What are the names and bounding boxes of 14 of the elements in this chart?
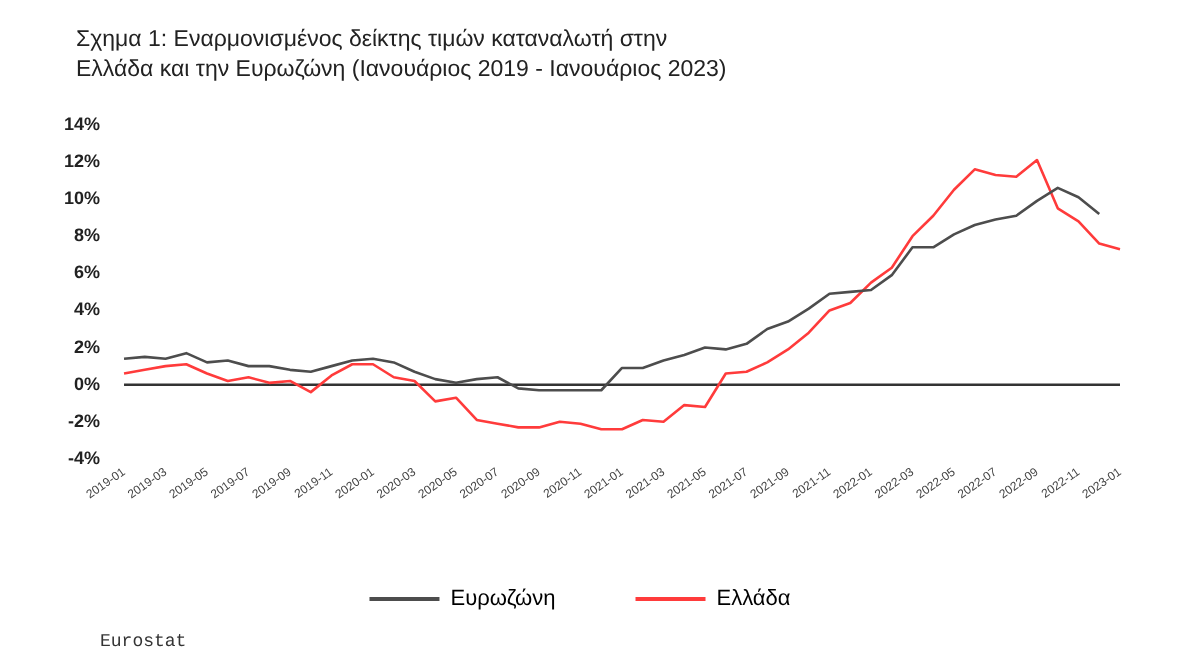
chart-title: Σχημα 1: Εναρμονισμένος δείκτης τιμών καταναλωτή στην Ελλάδα και την Ευρωζώνη (Ιανουάριος 2019 - Ιανουάριος 2023) <box>76 26 729 86</box>
y-tick-label: 14% <box>64 113 101 134</box>
y-tick-label: 0% <box>74 373 101 394</box>
y-tick-label: 6% <box>74 262 101 283</box>
text: Eurostat <box>100 632 187 652</box>
y-tick-label: 8% <box>74 225 101 246</box>
y-tick-label: 2% <box>74 336 101 357</box>
y-tick-label: 12% <box>64 150 101 171</box>
y-tick-label: -4% <box>68 447 101 468</box>
y-tick-label: -2% <box>68 410 101 431</box>
legend-label: Ευρωζώνη <box>450 587 556 612</box>
y-tick-label: 4% <box>74 299 101 320</box>
legend-label: Ελλάδα <box>716 587 792 612</box>
y-tick-label: 10% <box>64 188 101 209</box>
